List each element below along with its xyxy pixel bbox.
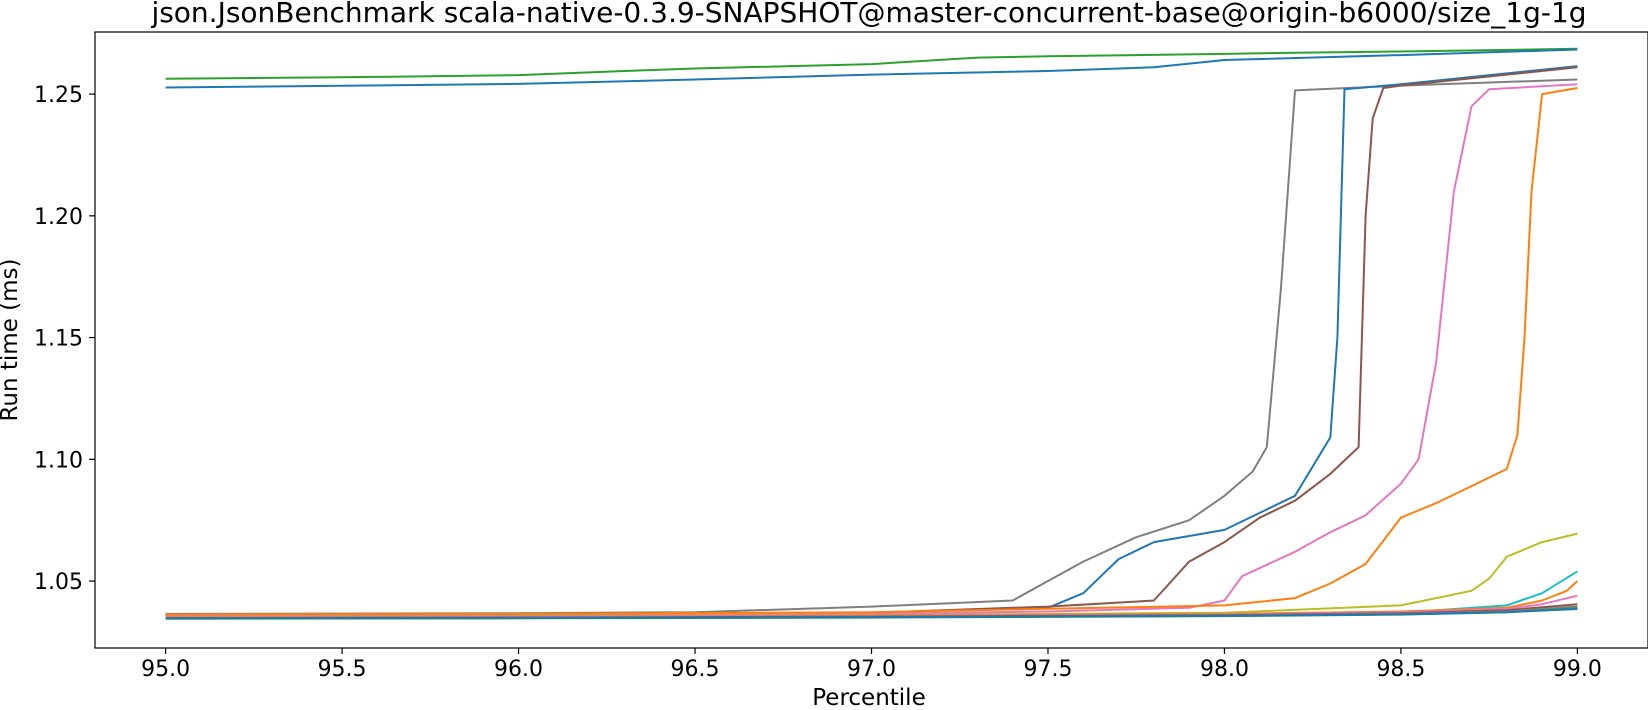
series-line-15 — [165, 608, 1578, 620]
chart-title: json.JsonBenchmark scala-native-0.3.9-SN… — [150, 0, 1586, 29]
x-tick-label: 95.0 — [141, 657, 190, 682]
series-line-6 — [165, 83, 1578, 617]
y-tick-label: 1.10 — [34, 448, 83, 473]
series-line-3 — [165, 78, 1578, 615]
x-tick-label: 98.0 — [1200, 657, 1249, 682]
series-layer — [165, 47, 1579, 620]
x-tick-label: 95.5 — [318, 657, 367, 682]
x-tick-label: 96.0 — [494, 657, 543, 682]
x-tick-label: 98.5 — [1376, 657, 1425, 682]
y-tick-label: 1.20 — [34, 205, 83, 230]
series-line-1 — [165, 47, 1578, 80]
y-tick-label: 1.15 — [34, 327, 83, 352]
y-axis: 1.05 1.10 1.15 1.20 1.25 — [34, 83, 95, 595]
x-axis-label: Percentile — [812, 685, 925, 710]
x-tick-label: 97.0 — [847, 657, 896, 682]
series-line-7 — [165, 87, 1578, 616]
y-axis-label: Run time (ms) — [0, 258, 23, 421]
x-tick-label: 96.5 — [671, 657, 720, 682]
x-tick-label: 97.5 — [1023, 657, 1072, 682]
y-tick-label: 1.25 — [34, 83, 83, 108]
x-tick-label: 99.0 — [1553, 657, 1602, 682]
y-tick-label: 1.05 — [34, 570, 83, 595]
series-line-2 — [165, 48, 1578, 89]
x-axis: 95.0 95.5 96.0 96.5 97.0 97.5 98.0 98.5 99.0 — [141, 648, 1602, 682]
